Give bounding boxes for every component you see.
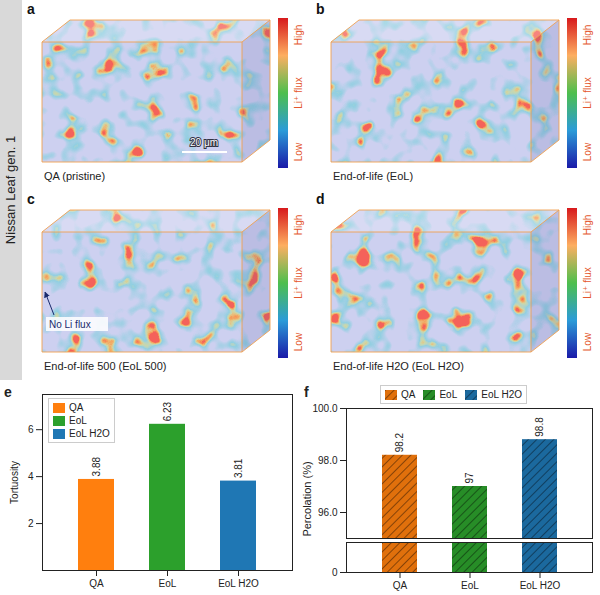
svg-text:No Li flux: No Li flux [49,319,91,330]
html-text:QA: QA [401,389,416,400]
html-text:EoL: EoL [69,415,87,426]
svg-text:EoL: EoL [461,580,479,591]
svg-text:6: 6 [28,424,34,435]
svg-text:b: b [316,1,325,17]
svg-text:3.88: 3.88 [91,457,102,477]
svg-text:EoL H2O: EoL H2O [218,578,259,589]
svg-text:High: High [293,25,304,46]
svg-text:Li⁺ flux: Li⁺ flux [293,267,304,298]
svg-text:QA (pristine): QA (pristine) [44,170,105,182]
svg-text:End-of-life H2O (EoL H2O): End-of-life H2O (EoL H2O) [333,360,464,372]
html-text:e: e [4,384,12,400]
svg-text:100.0: 100.0 [312,404,337,414]
svg-text:c: c [27,191,35,207]
svg-text:Nissan Leaf gen. 1: Nissan Leaf gen. 1 [3,136,18,244]
svg-text:Percolation (%): Percolation (%) [301,461,313,536]
svg-text:98.2: 98.2 [394,432,405,452]
svg-text:96.0: 96.0 [318,507,338,518]
svg-text:98.8: 98.8 [534,417,545,437]
svg-text:Low: Low [582,142,593,161]
svg-text:EoL: EoL [159,578,177,589]
svg-text:High: High [293,215,304,236]
svg-text:Tortuosity: Tortuosity [9,461,20,504]
svg-text:High: High [582,215,593,236]
svg-text:Low: Low [293,142,304,161]
svg-text:EoL H2O: EoL H2O [520,580,561,591]
svg-text:End-of-life 500 (EoL 500): End-of-life 500 (EoL 500) [44,360,167,372]
svg-text:High: High [582,25,593,46]
svg-text:End-of-life (EoL): End-of-life (EoL) [333,170,413,182]
svg-text:6.23: 6.23 [162,401,173,421]
html-text:EoL: EoL [439,389,458,400]
svg-text:20 μm: 20 μm [190,137,218,148]
svg-text:0: 0 [332,567,338,578]
svg-text:Li⁺ flux: Li⁺ flux [582,77,593,108]
html-text:EoL H2O: EoL H2O [481,389,522,400]
svg-text:Li⁺ flux: Li⁺ flux [582,267,593,298]
svg-text:2: 2 [28,518,34,529]
svg-text:Low: Low [582,332,593,351]
html-text:f: f [304,384,309,400]
svg-text:97: 97 [464,472,475,484]
svg-text:QA: QA [393,580,408,591]
svg-text:a: a [27,1,35,17]
svg-text:3.81: 3.81 [233,458,244,478]
svg-text:d: d [316,191,325,207]
html-text:EoL H2O: EoL H2O [69,428,110,439]
svg-text:QA: QA [89,578,104,589]
svg-text:98.0: 98.0 [318,455,338,466]
html-text:QA: QA [69,402,84,413]
svg-text:4: 4 [28,471,34,482]
svg-text:Low: Low [293,332,304,351]
svg-text:Li⁺ flux: Li⁺ flux [293,77,304,108]
